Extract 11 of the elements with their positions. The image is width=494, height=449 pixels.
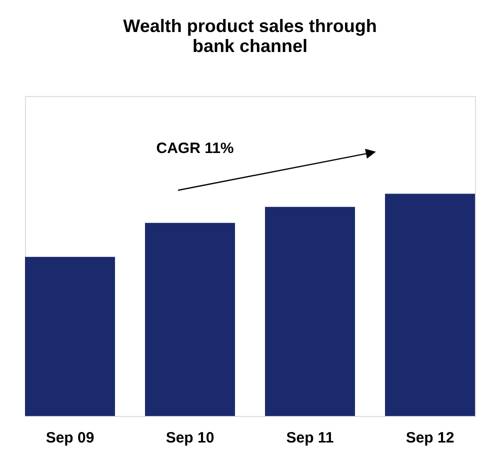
x-tick-label: Sep 10 — [166, 430, 214, 446]
bar — [265, 206, 355, 416]
text: bank channel — [192, 36, 308, 56]
text: Wealth product sales through — [123, 16, 377, 36]
x-tick-label: Sep 11 — [286, 430, 334, 446]
bar — [25, 256, 115, 416]
x-tick-label: Sep 12 — [406, 430, 454, 446]
bar — [385, 194, 475, 416]
text: CAGR 11% — [156, 140, 234, 157]
x-tick-label: Sep 09 — [46, 430, 94, 446]
bar — [145, 222, 235, 416]
